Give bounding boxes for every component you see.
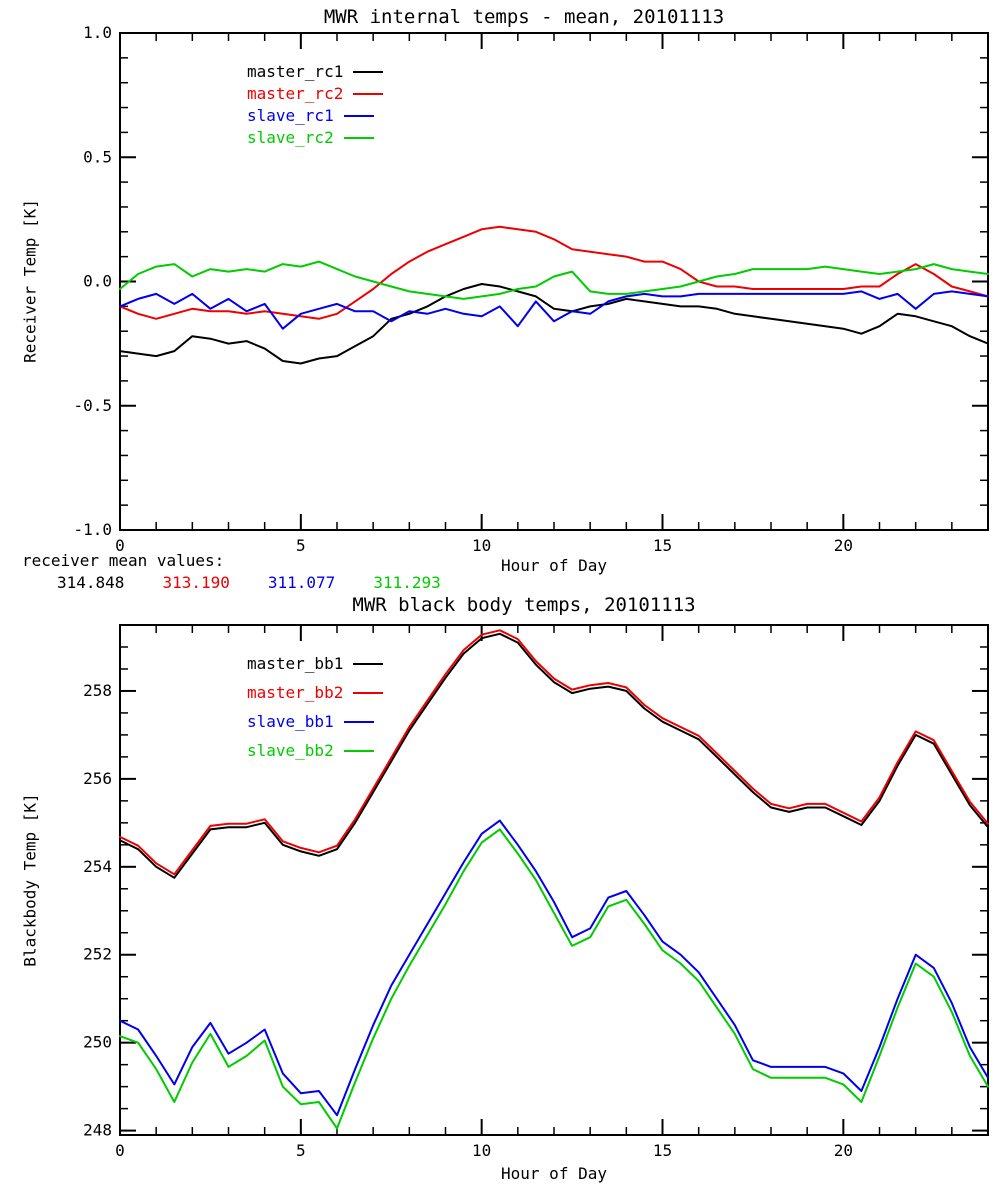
svg-text:15: 15 (653, 536, 672, 555)
legend-line-sample (353, 662, 384, 665)
legend-label: slave_bb1 (247, 712, 334, 731)
svg-text:5: 5 (296, 536, 306, 555)
legend-label: slave_rc2 (247, 128, 334, 147)
legend-item-master-rc2: master_rc2 (247, 84, 384, 103)
mean-value-master-rc1: 314.848 (57, 573, 125, 592)
mean-value-slave-rc2: 311.293 (373, 573, 441, 592)
legend-item-slave-rc2: slave_rc2 (247, 128, 374, 147)
legend-label: master_rc1 (247, 62, 344, 81)
legend-item-master-bb1: master_bb1 (247, 654, 384, 673)
legend-line-sample (353, 691, 384, 694)
receiver-x-axis-label: Hour of Day (501, 556, 607, 575)
svg-text:250: 250 (83, 1033, 112, 1052)
legend-label: slave_rc1 (247, 106, 334, 125)
mean-value-slave-rc1: 311.077 (267, 573, 336, 592)
blackbody-y-axis-label: Blackbody Temp [K] (20, 793, 40, 967)
legend-label: master_rc2 (247, 84, 344, 103)
svg-text:5: 5 (296, 1141, 306, 1160)
legend-line-sample (343, 749, 374, 752)
svg-text:-1.0: -1.0 (73, 520, 112, 539)
legend-line-sample (343, 136, 374, 139)
legend-label: master_bb2 (247, 683, 344, 702)
svg-text:0: 0 (115, 1141, 125, 1160)
receiver-temps-plot: 0 5 10 15 20 -1.0 -0.5 0.0 0.5 1.0 (73, 23, 989, 555)
svg-text:256: 256 (83, 769, 112, 788)
svg-text:0.5: 0.5 (83, 147, 112, 166)
legend-line-sample (353, 92, 384, 95)
blackbody-x-axis-label: Hour of Day (501, 1164, 607, 1183)
svg-text:15: 15 (653, 1141, 672, 1160)
legend-label: slave_bb2 (247, 741, 334, 760)
legend-line-sample (343, 720, 374, 723)
legend-line-sample (343, 114, 374, 117)
receiver-y-axis-label: Receiver Temp [K] (20, 199, 40, 363)
svg-text:0.0: 0.0 (83, 272, 112, 291)
blackbody-temps-plot: 0 5 10 15 20 248 250 252 254 256 258 (83, 624, 989, 1160)
legend-item-slave-bb2: slave_bb2 (247, 741, 374, 760)
svg-text:254: 254 (83, 857, 112, 876)
legend-item-master-rc1: master_rc1 (247, 62, 384, 81)
legend-label: master_bb1 (247, 654, 344, 673)
legend-line-sample (353, 70, 384, 73)
svg-text:0: 0 (115, 536, 125, 555)
legend-item-master-bb2: master_bb2 (247, 683, 384, 702)
svg-text:258: 258 (83, 681, 112, 700)
svg-text:-0.5: -0.5 (73, 396, 112, 415)
receiver-mean-values: 314.848 313.190 311.077 311.293 (57, 573, 441, 592)
svg-text:10: 10 (472, 536, 491, 555)
svg-text:10: 10 (472, 1141, 491, 1160)
svg-text:252: 252 (83, 945, 112, 964)
legend-item-slave-bb1: slave_bb1 (247, 712, 374, 731)
svg-text:20: 20 (834, 536, 853, 555)
receiver-chart-title: MWR internal temps - mean, 20101113 (323, 6, 725, 28)
svg-text:20: 20 (834, 1141, 853, 1160)
legend-item-slave-rc1: slave_rc1 (247, 106, 374, 125)
mean-value-master-rc2: 313.190 (162, 573, 230, 592)
receiver-mean-values-label: receiver mean values: (22, 551, 225, 570)
svg-text:1.0: 1.0 (83, 23, 112, 42)
blackbody-chart-title: MWR black body temps, 20101113 (352, 594, 696, 616)
svg-text:248: 248 (83, 1121, 112, 1140)
